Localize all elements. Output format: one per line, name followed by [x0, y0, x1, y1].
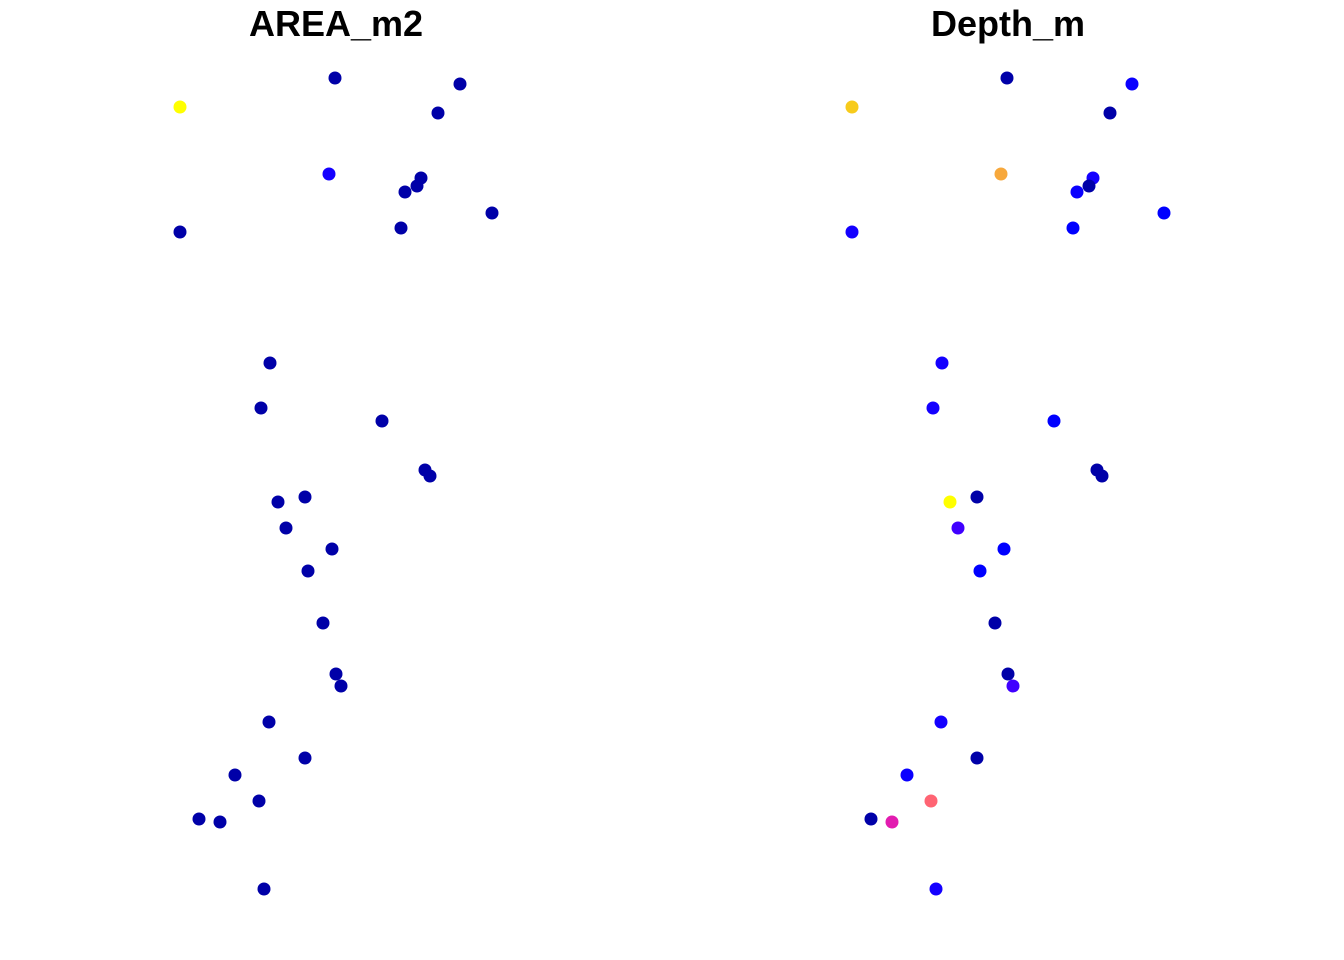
data-point: [845, 225, 859, 239]
data-point: [316, 616, 330, 630]
data-point: [994, 167, 1008, 181]
data-point: [329, 667, 343, 681]
data-point: [997, 542, 1011, 556]
data-point: [1082, 179, 1096, 193]
data-point: [325, 542, 339, 556]
data-point: [885, 815, 899, 829]
data-point: [334, 679, 348, 693]
data-point: [845, 100, 859, 114]
data-point: [924, 794, 938, 808]
data-point: [485, 206, 499, 220]
data-point: [1001, 667, 1015, 681]
data-point: [973, 564, 987, 578]
data-point: [1066, 221, 1080, 235]
data-point: [970, 751, 984, 765]
data-point: [951, 521, 965, 535]
data-point: [423, 469, 437, 483]
data-point: [1070, 185, 1084, 199]
chart-title-area: AREA_m2: [248, 3, 424, 44]
data-point: [988, 616, 1002, 630]
data-point: [398, 185, 412, 199]
data-point: [410, 179, 424, 193]
data-point: [228, 768, 242, 782]
data-point: [322, 167, 336, 181]
data-point: [394, 221, 408, 235]
data-point: [900, 768, 914, 782]
data-point: [301, 564, 315, 578]
chart-panel-area: AREA_m2: [173, 3, 499, 896]
data-point: [926, 401, 940, 415]
data-point: [279, 521, 293, 535]
scatter-plot-depth: [845, 71, 1171, 896]
data-point: [298, 751, 312, 765]
data-point: [1103, 106, 1117, 120]
chart-panel-depth: Depth_m: [672, 0, 1344, 960]
data-point: [453, 77, 467, 91]
data-point: [1006, 679, 1020, 693]
data-point: [864, 812, 878, 826]
data-point: [375, 414, 389, 428]
data-point: [1047, 414, 1061, 428]
data-point: [257, 882, 271, 896]
data-point: [262, 715, 276, 729]
data-point: [298, 490, 312, 504]
data-point: [173, 225, 187, 239]
data-point: [1095, 469, 1109, 483]
data-point: [431, 106, 445, 120]
data-point: [1000, 71, 1014, 85]
data-point: [263, 356, 277, 370]
data-point: [254, 401, 268, 415]
data-point: [1157, 206, 1171, 220]
data-point: [929, 882, 943, 896]
data-point: [943, 495, 957, 509]
data-point: [1125, 77, 1139, 91]
data-point: [934, 715, 948, 729]
data-point: [252, 794, 266, 808]
data-point: [271, 495, 285, 509]
data-point: [935, 356, 949, 370]
data-point: [173, 100, 187, 114]
data-point: [192, 812, 206, 826]
data-point: [213, 815, 227, 829]
data-point: [970, 490, 984, 504]
scatter-plot-area: [173, 71, 499, 896]
data-point: [328, 71, 342, 85]
chart-title-depth: Depth_m: [930, 3, 1086, 44]
